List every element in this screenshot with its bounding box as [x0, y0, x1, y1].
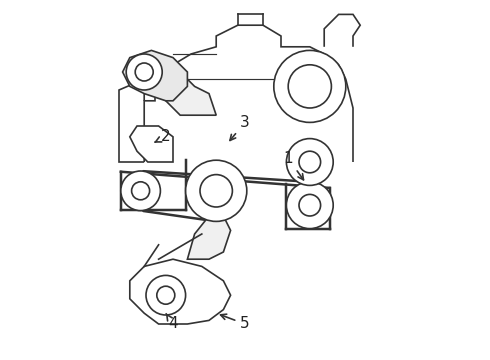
Polygon shape: [202, 180, 216, 216]
Circle shape: [286, 182, 333, 229]
Polygon shape: [122, 50, 187, 101]
Circle shape: [146, 275, 186, 315]
Polygon shape: [155, 72, 216, 115]
Text: 3: 3: [230, 115, 250, 140]
Circle shape: [288, 65, 331, 108]
Text: 1: 1: [283, 151, 303, 180]
Text: 4: 4: [166, 314, 178, 332]
Circle shape: [136, 186, 145, 195]
Polygon shape: [130, 126, 173, 162]
Circle shape: [186, 160, 247, 221]
Polygon shape: [130, 259, 231, 324]
Circle shape: [286, 139, 333, 185]
Circle shape: [135, 63, 153, 81]
Circle shape: [126, 54, 162, 90]
Circle shape: [274, 50, 346, 122]
Polygon shape: [187, 216, 231, 259]
Circle shape: [157, 286, 175, 304]
Text: 5: 5: [220, 314, 250, 332]
Circle shape: [200, 175, 232, 207]
Circle shape: [299, 151, 320, 173]
Circle shape: [121, 171, 160, 211]
Circle shape: [132, 182, 149, 200]
Text: 2: 2: [155, 129, 171, 144]
Circle shape: [299, 194, 320, 216]
